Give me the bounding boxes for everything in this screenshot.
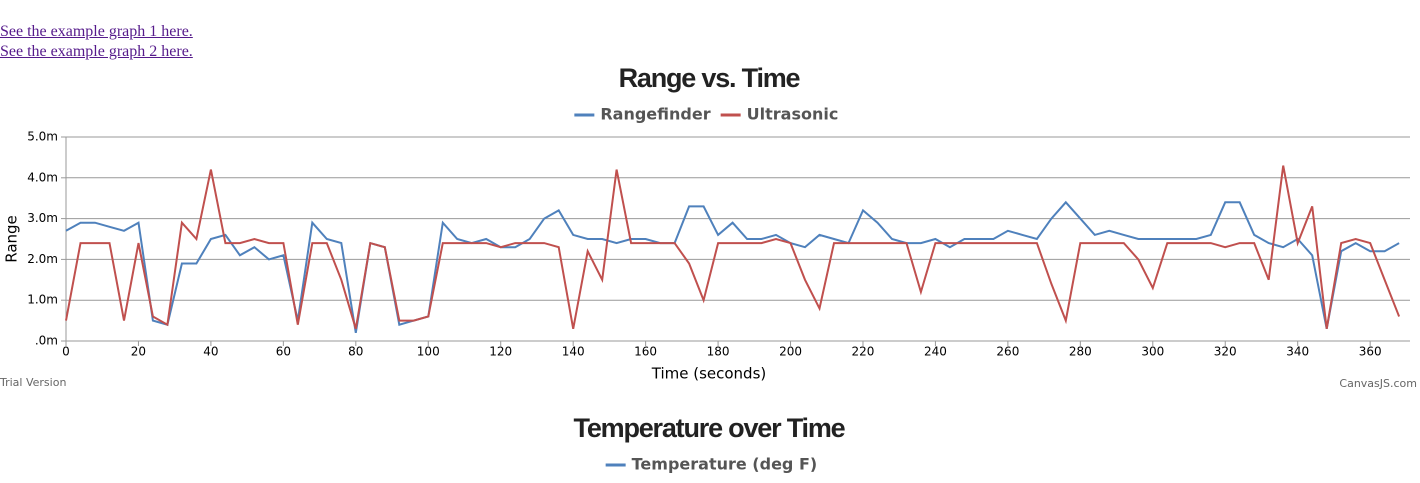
x-tick-label: 280 [1069, 345, 1092, 359]
y-tick-label: 1.0m [27, 293, 58, 307]
x-tick-label: 360 [1359, 345, 1382, 359]
x-tick-label: 300 [1141, 345, 1164, 359]
x-tick-label: 160 [634, 345, 657, 359]
x-tick-label: 240 [924, 345, 947, 359]
legend-label: Temperature (deg F) [632, 455, 818, 474]
x-tick-label: 140 [562, 345, 585, 359]
chart-title: Temperature over Time [574, 413, 846, 443]
link[interactable]: See the example graph 2 here. [0, 43, 193, 60]
y-tick-label: 4.0m [27, 170, 58, 184]
x-tick-label: 100 [417, 345, 440, 359]
x-tick-label: 220 [852, 345, 875, 359]
x-tick-label: 20 [131, 345, 146, 359]
data-line [65, 165, 1401, 330]
y-tick-label: 5.0m [27, 130, 58, 144]
x-tick-label: 320 [1214, 345, 1237, 359]
x-tick-label: 340 [1286, 345, 1309, 359]
y-tick-label: 2.0m [27, 252, 58, 266]
y-tick-label: 3.0m [27, 211, 58, 225]
credit: Trial Version [0, 376, 66, 389]
x-tick-label: 0 [62, 345, 70, 359]
x-tick-label: 200 [779, 345, 802, 359]
x-tick-label: 80 [348, 345, 363, 359]
x-tick-label: 40 [203, 345, 218, 359]
data-line [65, 200, 1400, 333]
legend-label: Rangefinder [600, 105, 710, 124]
y-tick-label: .0m [35, 334, 58, 348]
chart-title: Range vs. Time [619, 63, 801, 93]
x-tick-label: 120 [489, 345, 512, 359]
x-tick-label: 260 [996, 345, 1019, 359]
link[interactable]: See the example graph 1 here. [0, 23, 193, 40]
y-axis-title: Range [3, 215, 21, 263]
legend-label: Ultrasonic [747, 105, 839, 124]
credit: CanvasJS.com [1339, 377, 1417, 390]
x-tick-label: 60 [276, 345, 291, 359]
x-tick-label: 180 [707, 345, 730, 359]
x-axis-title: Time (seconds) [651, 365, 767, 383]
